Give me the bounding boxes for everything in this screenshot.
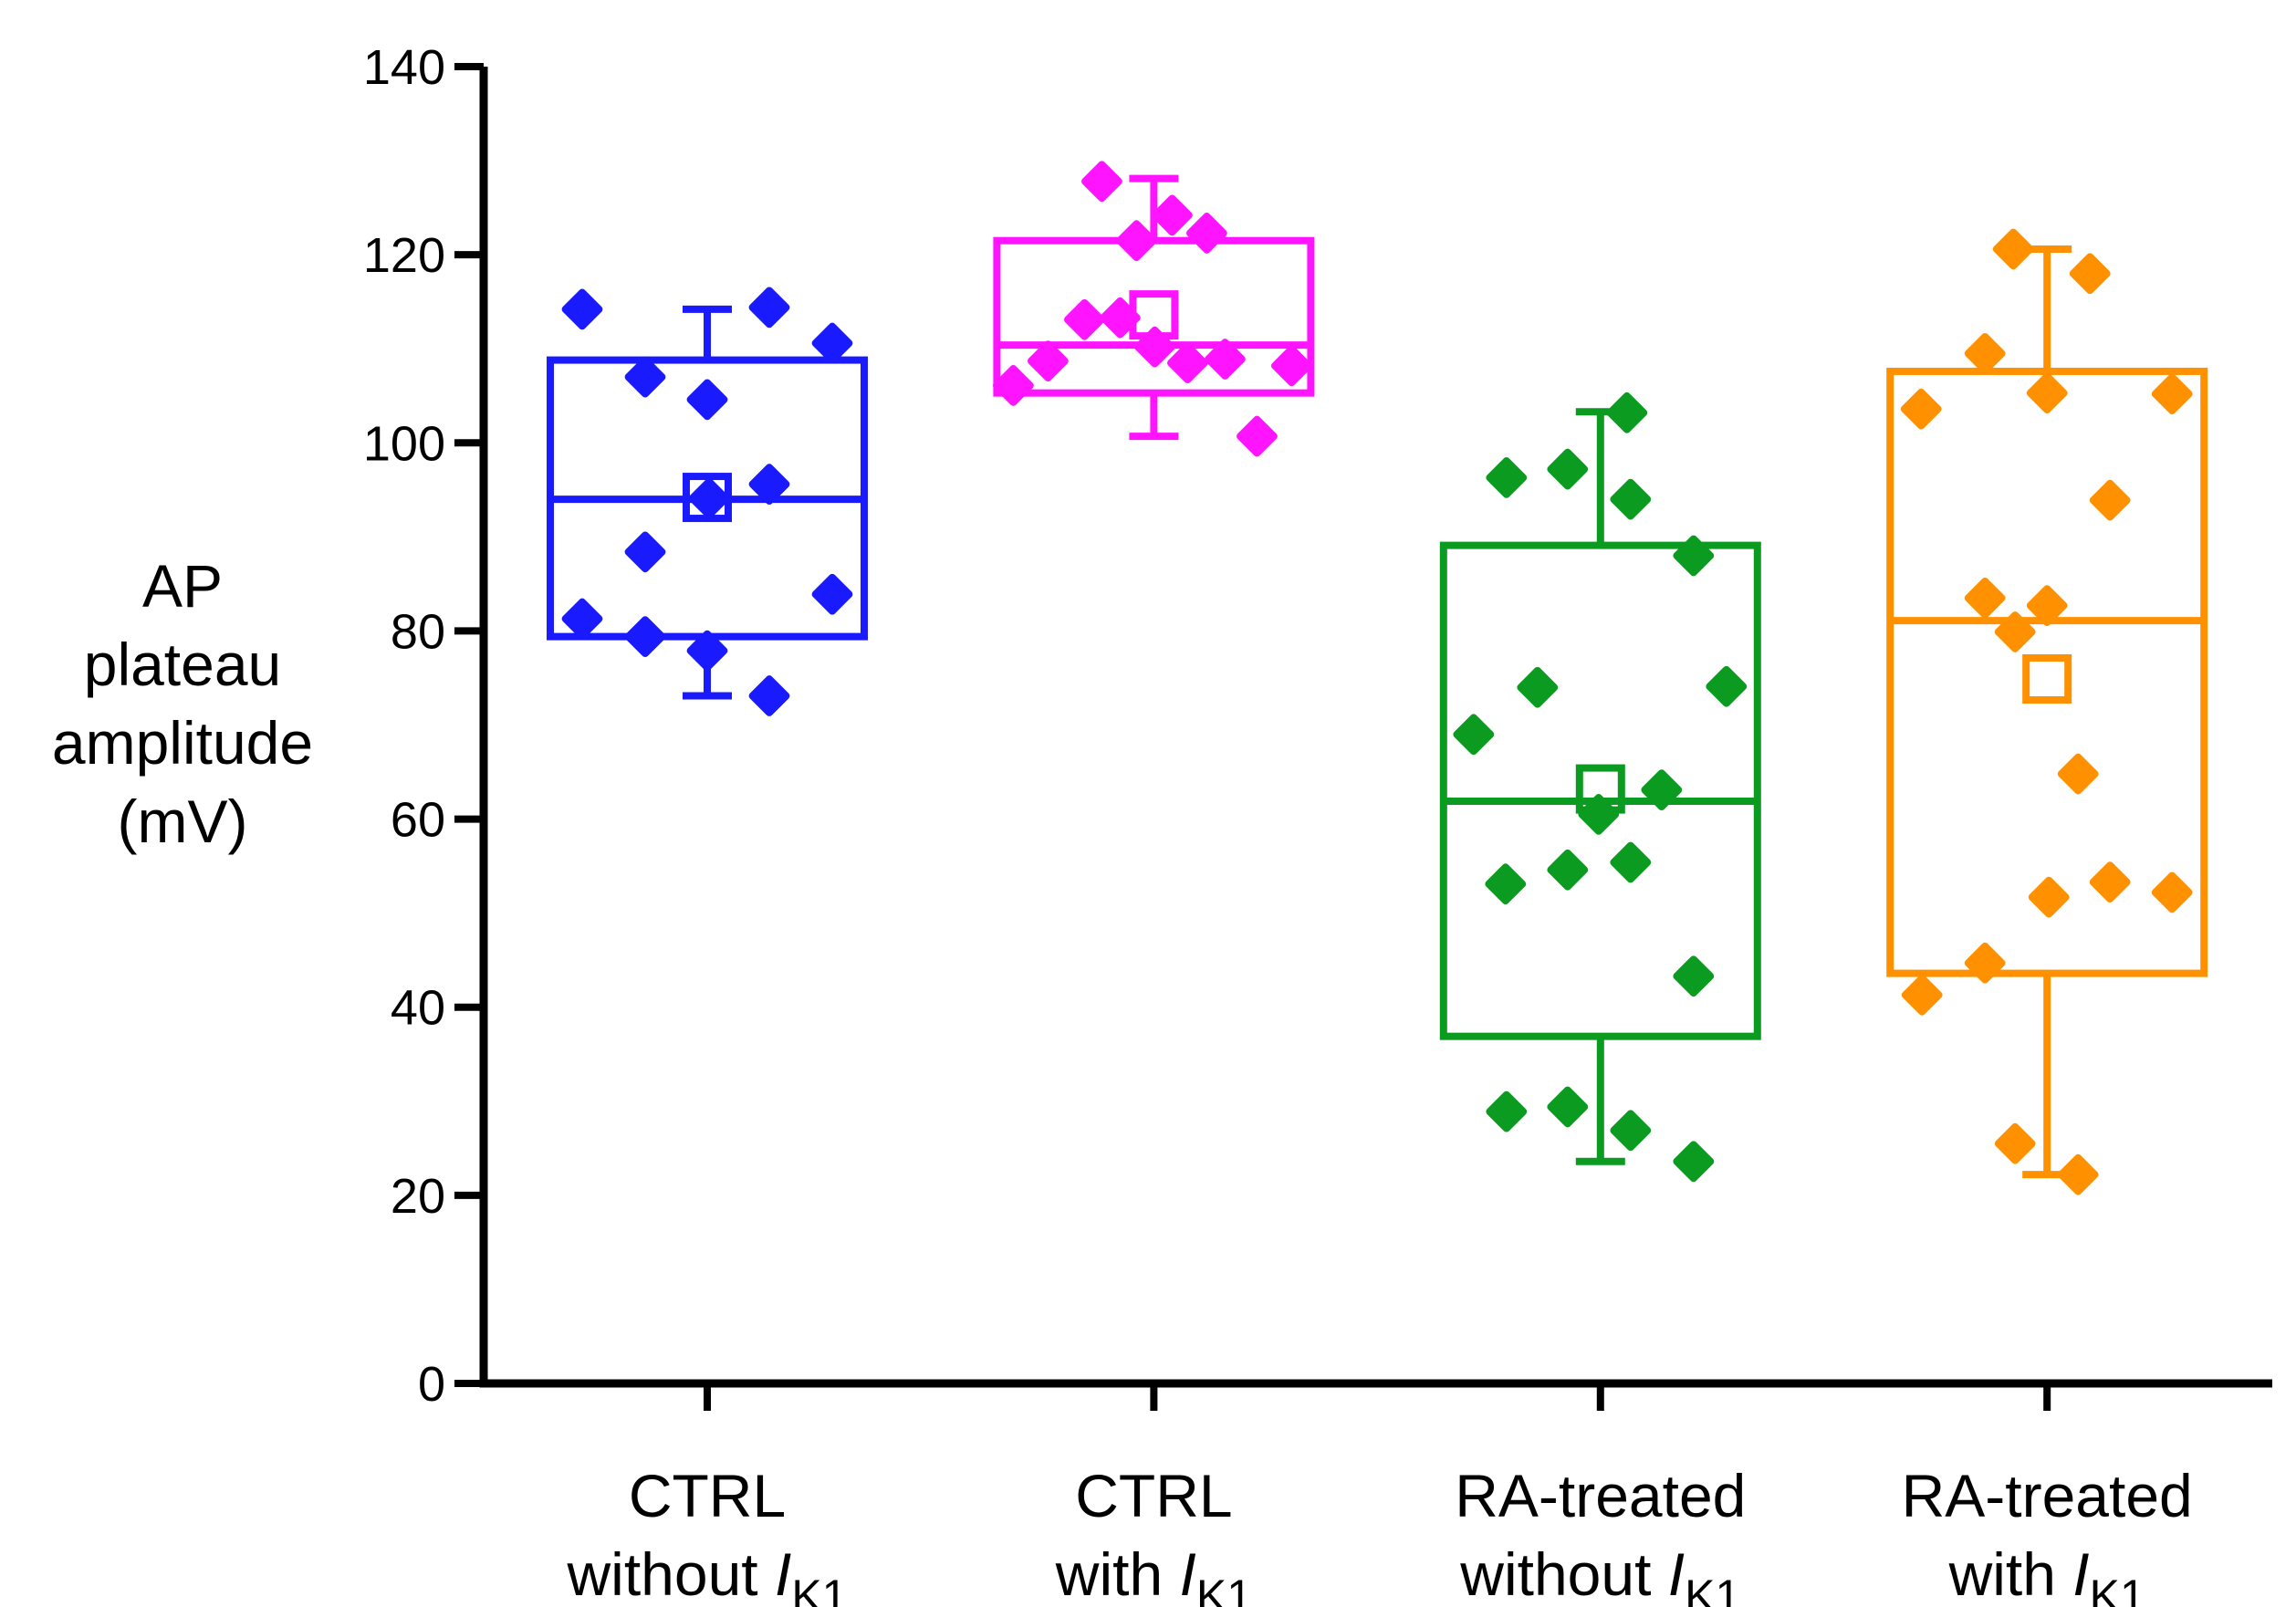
data-point	[688, 477, 730, 519]
data-point	[1578, 794, 1620, 835]
y-axis-title-line: (mV)	[118, 788, 248, 855]
data-point	[748, 675, 790, 716]
data-point	[1186, 213, 1227, 254]
x-category-label-line2: with IK1	[1948, 1540, 2145, 1607]
y-tick-label: 140	[363, 40, 445, 95]
x-category-label-line1: RA-treated	[1455, 1462, 1746, 1529]
mean-marker	[2022, 653, 2072, 704]
data-point	[1116, 220, 1157, 262]
data-point	[1901, 974, 1943, 1016]
data-point	[1167, 342, 1208, 384]
x-category-label-line1: CTRL	[1075, 1462, 1232, 1529]
x-category-label-line1: CTRL	[629, 1462, 786, 1529]
x-category-label-line2: without IK1	[567, 1540, 848, 1607]
group-ra-treated-without-ik1: RA-treated without IK1	[1439, 391, 1761, 1607]
data-point	[1453, 714, 1495, 756]
data-point	[1028, 340, 1069, 381]
data-point	[1673, 535, 1715, 577]
data-point	[624, 531, 666, 573]
data-point	[811, 573, 853, 615]
data-point	[1994, 1122, 2036, 1164]
data-point	[1517, 666, 1559, 708]
y-tick-label: 120	[363, 228, 445, 283]
data-point	[1064, 298, 1105, 340]
data-point	[2026, 372, 2068, 414]
data-point	[1606, 391, 1648, 433]
x-category-label-line2: with IK1	[1055, 1540, 1252, 1607]
group-ctrl-without-ik1: CTRL without IK1	[547, 287, 868, 1607]
data-point	[2026, 585, 2068, 626]
data-point	[1610, 1110, 1652, 1152]
data-point	[624, 616, 666, 657]
data-point	[1547, 1086, 1589, 1128]
data-point	[2028, 876, 2070, 918]
y-tick-label: 40	[391, 981, 445, 1036]
data-point	[1610, 478, 1652, 520]
data-point	[686, 379, 728, 421]
group-ctrl-with-ik1: CTRL with IK1	[993, 161, 1315, 1607]
group-ra-treated-with-ik1: RA-treated with IK1	[1886, 228, 2208, 1607]
data-point	[1610, 841, 1652, 883]
data-point	[2057, 1153, 2099, 1195]
data-point	[1964, 332, 2006, 374]
data-point	[686, 630, 728, 672]
data-point	[1673, 1141, 1715, 1183]
x-category-label-line2: without IK1	[1459, 1540, 1740, 1607]
data-point	[1673, 955, 1715, 997]
data-point	[1486, 1090, 1528, 1132]
data-point	[1081, 161, 1122, 203]
y-tick-label: 80	[391, 604, 445, 659]
y-axis-title-line: plateau	[84, 631, 282, 698]
data-point	[1134, 326, 1175, 368]
y-tick-label: 0	[418, 1357, 445, 1412]
axis-spine	[479, 67, 2272, 1388]
data-point	[2151, 373, 2193, 415]
data-point	[1964, 942, 2006, 984]
data-point	[993, 365, 1034, 406]
y-tick-label: 20	[391, 1169, 445, 1224]
box	[1439, 541, 1761, 1040]
box	[1886, 367, 2208, 977]
data-point	[1547, 849, 1589, 891]
data-point	[1152, 194, 1193, 236]
y-tick-label: 60	[391, 793, 445, 848]
y-tick-label: 100	[363, 416, 445, 471]
data-point	[2057, 753, 2099, 795]
data-point	[1641, 769, 1683, 811]
data-point	[748, 287, 790, 329]
data-point	[1100, 297, 1141, 339]
data-point	[1994, 611, 2036, 652]
data-point	[1992, 228, 2034, 270]
data-point	[1900, 388, 1942, 430]
data-point	[1964, 577, 2006, 619]
x-category-label-line1: RA-treated	[1902, 1462, 2193, 1529]
data-point	[624, 356, 666, 398]
data-point	[2089, 861, 2131, 903]
data-point	[1271, 345, 1312, 387]
data-point	[748, 464, 790, 506]
data-point	[2069, 253, 2111, 295]
data-point	[561, 598, 603, 640]
data-point	[561, 288, 603, 330]
data-point	[2151, 871, 2193, 913]
data-point	[1237, 415, 1278, 457]
data-point	[1205, 339, 1246, 380]
data-point	[811, 322, 853, 364]
data-point	[1547, 448, 1589, 490]
data-point	[1485, 863, 1527, 905]
data-point	[1706, 665, 1748, 707]
y-axis-title-line: AP	[142, 552, 223, 620]
y-axis-title-line: amplitude	[52, 709, 313, 777]
data-point	[2089, 479, 2131, 521]
data-point	[1486, 457, 1528, 498]
